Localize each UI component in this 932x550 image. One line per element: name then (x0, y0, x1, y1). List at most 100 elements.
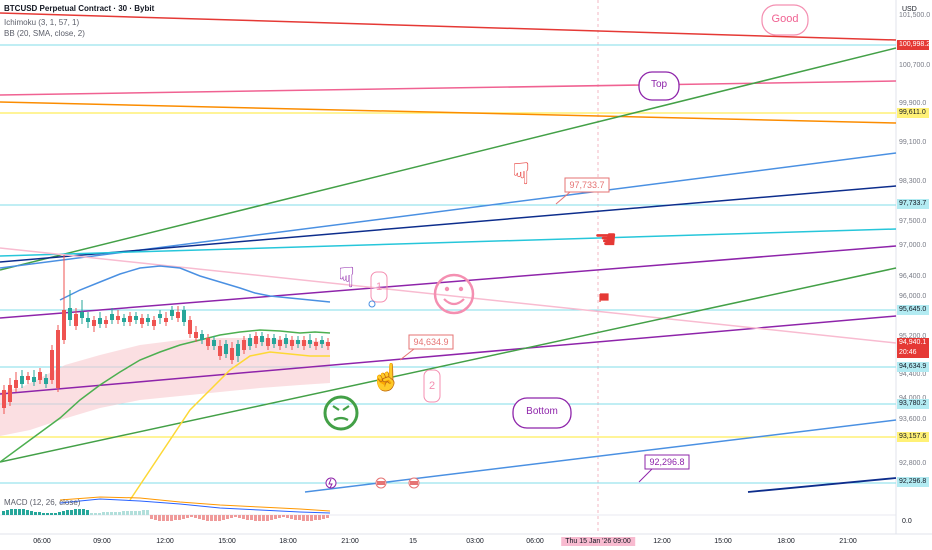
macd-bar (138, 511, 141, 515)
ichimoku-base-line (0, 329, 331, 463)
candle (266, 338, 270, 346)
price-axis-label: 97,000.0 (899, 242, 927, 249)
macd-bar (290, 515, 293, 519)
bottom-label: Bottom (526, 406, 558, 417)
price-callout-box-94 (408, 334, 454, 350)
time-axis-label: 21:00 (341, 538, 359, 545)
candle (320, 340, 324, 344)
macd-histogram (2, 509, 329, 521)
candle (212, 340, 216, 346)
macd-bar (282, 515, 285, 517)
candle (308, 340, 312, 344)
time-axis-label: 12:00 (653, 538, 671, 545)
macd-bar (26, 510, 29, 515)
red-trend-line (0, 12, 897, 41)
price-tag-cyan-mid: 95,645.0 (897, 305, 929, 315)
macd-bar (258, 515, 261, 521)
bar-countdown: 20:46 (897, 348, 929, 358)
candle (194, 332, 198, 338)
price-axis-label: 100,700.0 (899, 62, 931, 69)
candle (230, 348, 234, 360)
good-label: Good (771, 13, 799, 25)
time-axis-label: 09:00 (93, 538, 111, 545)
macd-bar (50, 513, 53, 515)
macd-legend[interactable]: MACD (12, 26, close) (4, 498, 81, 507)
time-axis-label: 18:00 (279, 538, 297, 545)
candle (56, 330, 60, 388)
macd-bar (62, 511, 65, 515)
macd-bar (74, 509, 77, 515)
price-callout-94: 94,634.9 (413, 337, 449, 347)
macd-bar (6, 510, 9, 515)
candle (32, 377, 36, 382)
pink-descending-line (0, 247, 897, 344)
good-callout-bubble (761, 4, 809, 36)
blue-trend-line-lower (304, 419, 897, 493)
candle (200, 334, 204, 340)
candle (116, 316, 120, 320)
macd-bar (250, 515, 253, 520)
pointing-hand-icon: ☚ (594, 224, 618, 254)
candle (86, 318, 90, 322)
macd-bar (214, 515, 217, 521)
bollinger-legend[interactable]: BB (20, SMA, close, 2) (4, 29, 85, 38)
macd-bar (326, 515, 329, 518)
candle (104, 320, 108, 324)
pink-trend-line (0, 80, 897, 96)
price-axis-label: 98,300.0 (899, 178, 927, 185)
macd-bar (146, 510, 149, 515)
smiley-face-icon (433, 273, 475, 315)
macd-bar (22, 509, 25, 515)
macd-bar (66, 510, 69, 515)
candle (254, 336, 258, 344)
macd-bar (102, 512, 105, 515)
macd-bar (246, 515, 249, 520)
macd-bar (194, 515, 197, 518)
candle (248, 338, 252, 346)
symbol-title[interactable]: BTCUSD Perpetual Contract · 30 · Bybit (4, 4, 155, 13)
currency-label: USD (902, 6, 917, 13)
macd-bar (142, 510, 145, 515)
macd-bar (54, 513, 57, 515)
orange-trend-line (0, 101, 897, 124)
macd-bar (186, 515, 189, 518)
candle (98, 318, 102, 324)
price-tag-blue: 92,296.8 (897, 477, 929, 487)
candle (272, 338, 276, 344)
candle (14, 380, 18, 388)
macd-bar (46, 513, 49, 515)
marker-dot (368, 300, 376, 308)
macd-bar (18, 509, 21, 515)
marker-two: 2 (428, 380, 436, 392)
candle (68, 308, 72, 320)
macd-bar (322, 515, 325, 519)
macd-bar (198, 515, 201, 519)
purple-trend-line-upper (0, 245, 897, 319)
macd-bar (78, 509, 81, 515)
macd-line (59, 498, 331, 514)
pointing-hand-icon: ☟ (512, 158, 531, 191)
time-axis-label: 12:00 (156, 538, 174, 545)
purple-trend-line-lower (0, 315, 897, 395)
marker-one-box (370, 271, 388, 303)
macd-bar (166, 515, 169, 521)
angry-face-icon (323, 395, 359, 431)
candle (158, 314, 162, 318)
ichimoku-legend[interactable]: Ichimoku (3, 1, 57, 1) (4, 18, 80, 27)
candle (182, 310, 186, 322)
price-callout-92: 92,296.8 (649, 457, 685, 467)
time-axis-label: 06:00 (526, 538, 544, 545)
macd-bar (270, 515, 273, 520)
macd-bar (274, 515, 277, 519)
candle (80, 312, 84, 318)
macd-bar (38, 512, 41, 515)
macd-bar (222, 515, 225, 520)
macd-bar (262, 515, 265, 521)
green-trend-line-upper (0, 47, 897, 271)
candle (242, 340, 246, 350)
candle (170, 310, 174, 316)
macd-bar (126, 511, 129, 515)
candle (44, 378, 48, 384)
